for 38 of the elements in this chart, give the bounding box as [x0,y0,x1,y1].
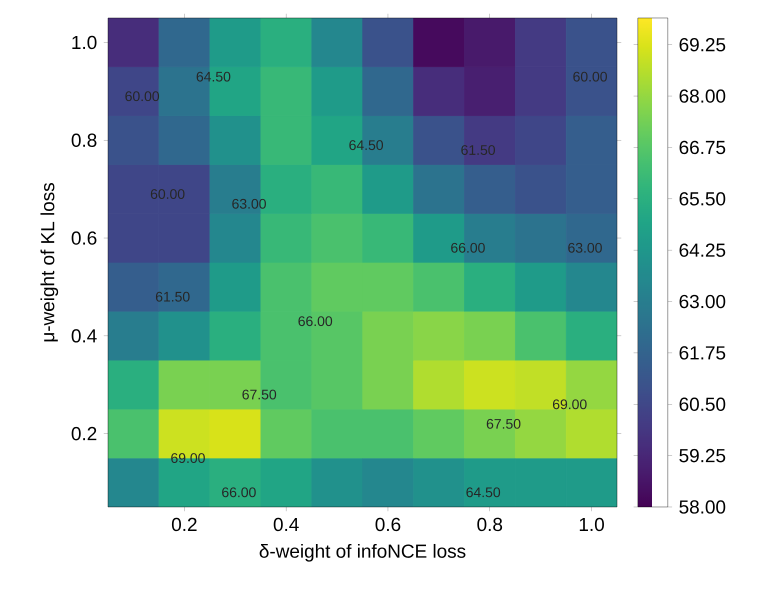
annotation: 66.00 [298,316,332,326]
y-tick-label: 0.4 [72,329,97,343]
color-bar-label: 64.25 [680,243,726,257]
color-bar-label: 63.00 [680,294,726,308]
annotation: 67.50 [486,418,520,429]
color-bar-label: 69.25 [680,38,726,52]
annotation: 69.00 [552,399,587,410]
annotation: 61.50 [156,292,190,302]
annotation: 64.50 [466,487,500,498]
annotation: 60.00 [150,189,185,199]
y-tick-label: 0.6 [72,231,96,245]
x-tick-label: 0.8 [477,518,502,532]
color-bar-label: 68.00 [680,89,726,103]
color-bar-label: 65.50 [680,192,726,206]
annotation: 61.50 [461,145,495,155]
x-axis-title: δ-weight of infoNCE loss [260,544,466,562]
annotation: 60.00 [573,72,607,82]
color-bar-label: 59.25 [679,448,726,462]
annotation: 64.50 [196,72,230,82]
annotation: 60.00 [125,91,160,102]
x-tick-label: 0.2 [172,518,197,532]
y-tick-label: 0.8 [72,134,96,147]
color-bar-label: 66.75 [680,140,726,154]
color-bar-label: 60.50 [680,398,726,411]
y-axis-title: μ-weight of KL loss [40,183,58,342]
color-bar-label: 58.00 [679,500,726,514]
annotation: 67.50 [242,390,276,400]
color-bar-label: 61.75 [680,346,726,360]
y-tick-label: 1.0 [72,36,96,50]
x-tick-label: 0.4 [274,518,299,532]
annotation: 66.00 [222,487,256,498]
annotation: 64.50 [349,140,384,150]
x-tick-label: 1.0 [580,518,604,532]
y-tick-label: 0.2 [72,426,96,440]
x-tick-label: 0.6 [376,518,400,532]
annotation: 63.00 [568,242,602,253]
annotation: 63.00 [232,198,266,209]
annotation: 66.00 [451,242,485,253]
